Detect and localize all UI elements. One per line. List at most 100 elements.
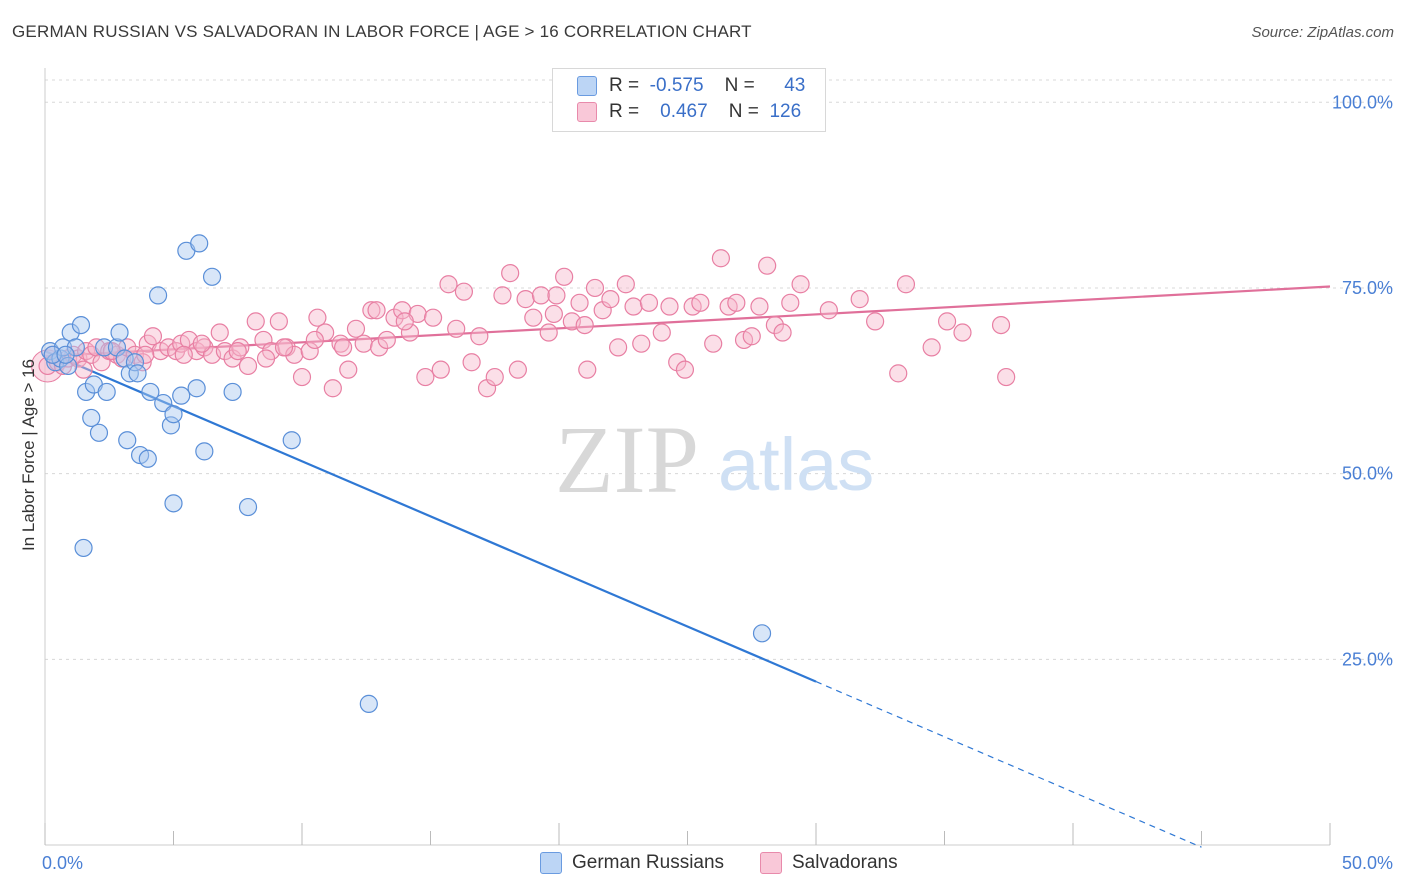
data-point-salvadorans [447, 319, 466, 338]
data-point-salvadorans [711, 249, 731, 268]
legend-row-salvadorans: R = 0.467 N = 126 [577, 101, 801, 127]
data-point-german-russians [71, 315, 91, 335]
data-point-salvadorans [274, 338, 294, 357]
data-point-german-russians [77, 382, 96, 402]
watermark-zip: ZIP [555, 406, 699, 513]
data-point-salvadorans [937, 312, 957, 331]
data-point-salvadorans [850, 290, 869, 309]
data-point-salvadorans [555, 267, 574, 286]
data-point-german-russians [110, 323, 129, 342]
y-tick-label: 50.0% [1342, 464, 1393, 484]
legend-n-value: 126 [769, 101, 802, 122]
data-point-salvadorans [485, 367, 504, 387]
y-tick-label: 25.0% [1342, 649, 1393, 669]
data-point-salvadorans [370, 338, 389, 357]
data-point-salvadorans [400, 323, 420, 342]
legend-r-value: 0.467 [660, 101, 708, 122]
data-point-salvadorans [624, 297, 643, 316]
data-point-salvadorans [750, 297, 769, 316]
data-point-salvadorans [544, 304, 563, 324]
data-point-salvadorans [516, 290, 535, 309]
legend-swatch-blue [540, 852, 562, 874]
data-point-salvadorans [256, 349, 276, 368]
data-point-salvadorans [431, 360, 450, 379]
trend-line-salvadorans [44, 285, 1331, 358]
legend-label: Salvadorans [792, 852, 898, 874]
data-point-salvadorans [454, 282, 474, 301]
legend-r-label: R = [609, 101, 640, 122]
data-point-salvadorans [367, 301, 386, 320]
data-point-salvadorans [601, 290, 620, 309]
data-point-salvadorans [74, 360, 93, 379]
y-tick-label: 100.0% [1332, 92, 1393, 112]
data-point-salvadorans [922, 338, 941, 357]
data-point-salvadorans [285, 345, 304, 364]
data-point-salvadorans [192, 334, 211, 353]
data-point-salvadorans [423, 308, 443, 327]
data-point-german-russians [120, 364, 139, 383]
data-point-salvadorans [616, 275, 635, 294]
legend-swatch-blue [577, 75, 597, 96]
y-axis-label: In Labor Force | Age > 16 [19, 359, 38, 551]
data-point-german-russians [56, 345, 75, 364]
data-point-salvadorans [991, 315, 1011, 335]
trend-line-german-russians-extension [815, 681, 1202, 848]
data-point-salvadorans [308, 308, 327, 327]
data-point-german-russians [148, 286, 168, 305]
data-point-german-russians [154, 393, 173, 413]
data-points [31, 234, 1016, 713]
data-point-salvadorans [866, 312, 885, 331]
data-point-salvadorans [668, 353, 687, 372]
stats-legend: R = -0.575 N = 43 R = 0.467 N = 126 [552, 68, 826, 132]
data-point-salvadorans [136, 345, 155, 364]
data-point-salvadorans [228, 341, 247, 361]
x-tick-label: 0.0% [42, 853, 83, 873]
watermark: ZIP atlas [555, 406, 874, 513]
data-point-salvadorans [501, 264, 520, 283]
data-point-salvadorans [269, 312, 288, 331]
data-point-salvadorans [578, 360, 597, 379]
data-point-salvadorans [462, 353, 481, 372]
data-point-salvadorans [758, 256, 777, 275]
data-point-german-russians [195, 442, 214, 461]
data-point-salvadorans [819, 301, 838, 320]
data-point-salvadorans [691, 293, 710, 312]
data-point-german-russians [138, 449, 157, 468]
data-point-german-russians [97, 382, 116, 402]
legend-n-label: N = [728, 101, 759, 122]
data-point-german-russians [125, 353, 145, 372]
data-point-german-russians [187, 379, 206, 398]
legend-r-value: -0.575 [649, 75, 704, 96]
watermark-atlas: atlas [718, 423, 874, 506]
data-point-salvadorans [575, 315, 594, 335]
legend-n-value: 43 [784, 75, 806, 96]
legend-item-salvadorans: Salvadorans [760, 852, 898, 874]
data-point-german-russians [118, 431, 137, 450]
data-point-salvadorans [896, 275, 916, 294]
data-point-salvadorans [889, 364, 908, 383]
data-point-salvadorans [524, 308, 543, 327]
data-point-salvadorans [997, 367, 1016, 387]
y-tick-labels: 25.0% 50.0% 75.0% 100.0% [1332, 92, 1393, 669]
source-credit: Source: ZipAtlas.com [1251, 24, 1394, 41]
x-tick-labels: 0.0% 50.0% [42, 853, 1393, 873]
data-point-german-russians [59, 356, 78, 376]
data-point-salvadorans [547, 286, 566, 305]
data-point-salvadorans [439, 275, 458, 294]
data-point-salvadorans [660, 297, 679, 316]
data-point-salvadorans [334, 338, 353, 357]
data-point-german-russians [164, 405, 183, 424]
data-point-german-russians [752, 624, 772, 643]
data-point-salvadorans [118, 338, 137, 357]
data-point-salvadorans [125, 345, 145, 364]
data-point-german-russians [190, 234, 209, 253]
data-point-salvadorans [377, 330, 396, 350]
legend-item-german-russians: German Russians [540, 852, 724, 874]
data-point-german-russians [43, 345, 62, 364]
legend-swatch-pink [577, 101, 597, 122]
data-point-german-russians [95, 338, 114, 357]
data-point-salvadorans [395, 312, 414, 331]
axes [44, 68, 1331, 846]
data-point-german-russians [53, 338, 73, 357]
data-point-salvadorans [765, 315, 784, 335]
